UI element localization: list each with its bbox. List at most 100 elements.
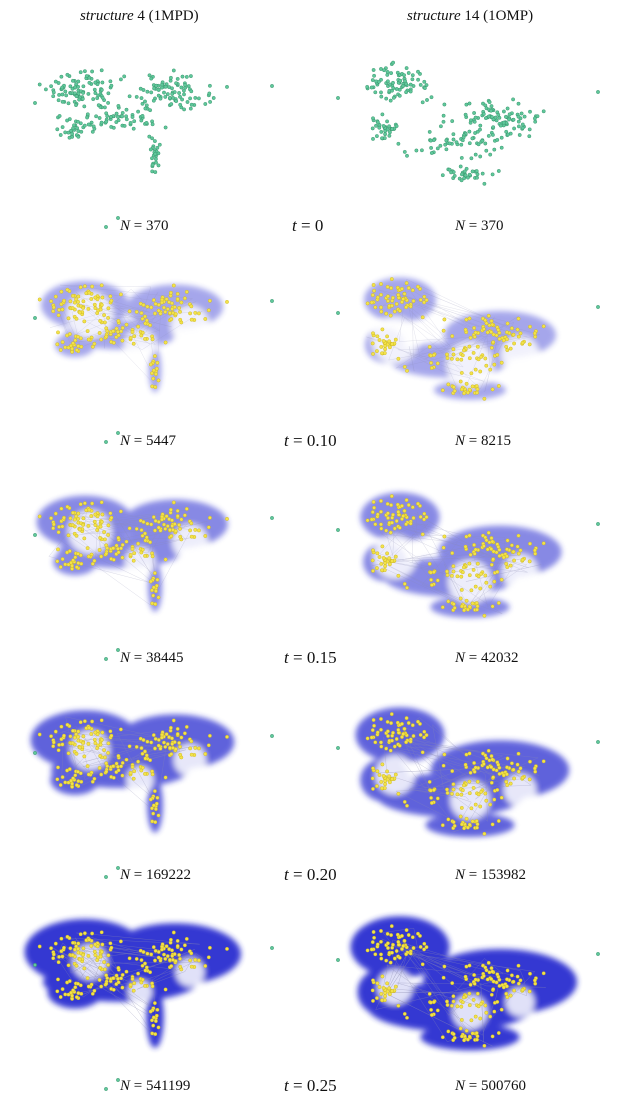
point [77, 310, 82, 315]
point [97, 978, 102, 982]
point [82, 536, 87, 541]
point [451, 787, 456, 792]
point [480, 171, 485, 176]
point [486, 748, 491, 753]
point [460, 353, 465, 358]
point [66, 533, 71, 538]
point [74, 565, 79, 570]
point [422, 517, 426, 522]
point [392, 956, 397, 961]
point [98, 319, 103, 323]
edge [62, 731, 127, 741]
point [62, 733, 66, 738]
point [37, 297, 42, 302]
point [44, 87, 48, 92]
edge [60, 284, 151, 288]
point [175, 514, 180, 518]
panel-row-0 [33, 60, 600, 229]
edge [396, 989, 474, 995]
t-label: t = 0.15 [284, 648, 337, 667]
edge [52, 951, 84, 998]
point [492, 797, 497, 802]
points [365, 924, 546, 1048]
edge [398, 524, 505, 553]
point [98, 742, 103, 747]
point [471, 786, 476, 790]
point [512, 776, 516, 781]
point [103, 320, 107, 325]
point [467, 356, 472, 361]
point [381, 774, 386, 778]
point [185, 100, 190, 104]
point [528, 759, 532, 764]
point [365, 301, 370, 306]
point [483, 141, 488, 146]
point [451, 132, 456, 137]
point [435, 361, 440, 366]
point [147, 134, 152, 139]
point [151, 593, 156, 598]
point [375, 730, 380, 735]
point [84, 74, 89, 78]
point [401, 84, 405, 88]
point [86, 772, 91, 777]
point [379, 744, 384, 749]
point [175, 77, 180, 81]
point [120, 985, 125, 990]
point [189, 89, 194, 94]
point [170, 301, 174, 306]
point [99, 772, 104, 777]
point [486, 114, 491, 119]
point [178, 94, 182, 99]
point [497, 554, 502, 558]
point [482, 181, 487, 186]
point [533, 978, 537, 983]
edge [407, 739, 431, 792]
point [489, 562, 494, 567]
edge [66, 534, 102, 558]
point [494, 768, 499, 773]
point [189, 102, 194, 107]
points [365, 712, 546, 836]
point [150, 588, 154, 593]
point [203, 752, 208, 756]
point [454, 140, 459, 145]
point [469, 588, 474, 593]
point [418, 733, 423, 737]
point [80, 96, 85, 101]
point [159, 517, 164, 522]
point [92, 302, 97, 307]
point [396, 940, 401, 944]
outlier-point [336, 96, 340, 100]
point [467, 573, 472, 578]
point [388, 82, 392, 87]
points [37, 68, 229, 175]
point [451, 994, 456, 999]
point [475, 991, 480, 996]
point [515, 544, 520, 549]
point [505, 783, 510, 788]
point [143, 772, 147, 776]
point-cloud-right [336, 916, 600, 1051]
point [383, 347, 387, 352]
point [377, 125, 382, 130]
point [97, 766, 102, 770]
point [478, 154, 483, 159]
point [486, 313, 491, 318]
point [171, 718, 176, 723]
point [163, 957, 168, 961]
point [497, 984, 502, 988]
point [497, 337, 502, 341]
point [106, 963, 111, 967]
point [520, 122, 525, 127]
point [76, 79, 81, 84]
point [170, 736, 174, 741]
point [463, 762, 468, 767]
edge [53, 734, 90, 773]
edge [465, 765, 503, 827]
point [484, 968, 489, 973]
point [416, 284, 420, 289]
point [119, 77, 123, 82]
point [391, 295, 395, 300]
point [143, 314, 147, 319]
